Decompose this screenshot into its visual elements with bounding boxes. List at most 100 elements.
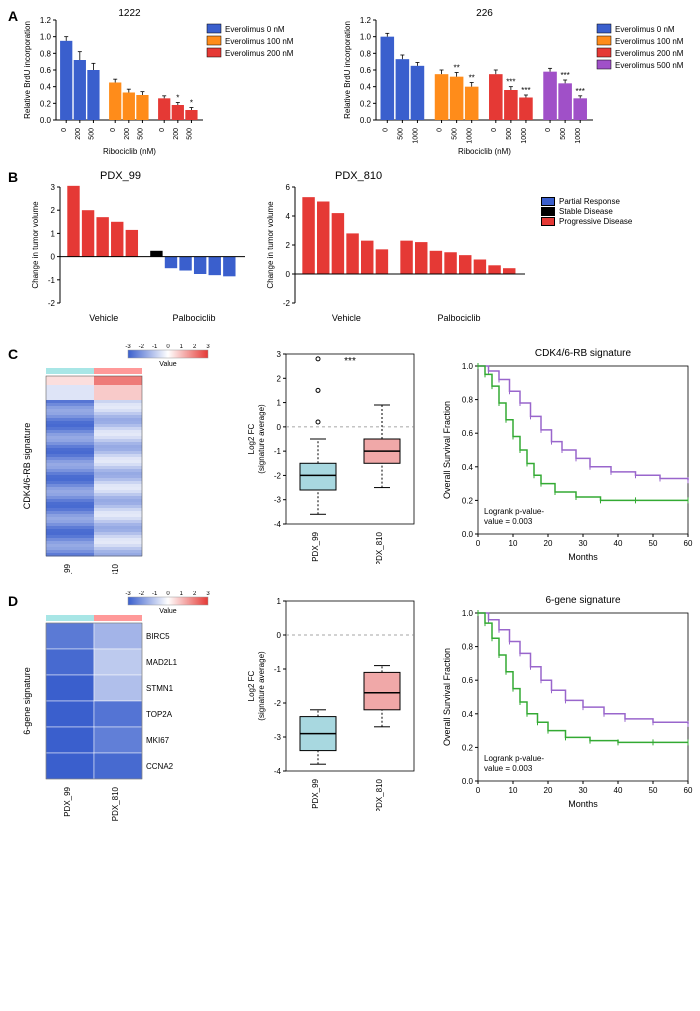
svg-text:6-gene signature: 6-gene signature (546, 595, 621, 606)
svg-text:PDX_810: PDX_810 (335, 170, 382, 182)
svg-text:2: 2 (51, 206, 56, 215)
svg-text:0: 0 (286, 270, 291, 279)
svg-text:Everolimus 200 nM: Everolimus 200 nM (615, 49, 684, 58)
svg-text:*: * (176, 94, 179, 103)
svg-text:0.8: 0.8 (462, 396, 474, 405)
svg-text:0: 0 (382, 128, 389, 132)
svg-text:0: 0 (545, 128, 552, 132)
svg-text:2: 2 (277, 374, 282, 383)
svg-text:500: 500 (397, 128, 404, 140)
svg-text:1.2: 1.2 (360, 16, 372, 25)
svg-text:0.0: 0.0 (40, 116, 52, 125)
svg-text:0.6: 0.6 (462, 429, 474, 438)
svg-text:1.0: 1.0 (360, 33, 372, 42)
panel-a: A 12220.00.20.40.60.81.01.2**02005000200… (8, 6, 692, 159)
svg-text:0.0: 0.0 (360, 116, 372, 125)
panel-d-label: D (8, 591, 18, 824)
svg-text:3: 3 (206, 344, 210, 350)
svg-text:Change in tumor volume: Change in tumor volume (31, 201, 40, 289)
panel-b-legend: Partial ResponseStable DiseaseProgressiv… (541, 197, 632, 227)
svg-text:0.4: 0.4 (462, 463, 474, 472)
svg-text:Overall Survival Fraction: Overall Survival Fraction (442, 401, 452, 499)
svg-text:1: 1 (51, 229, 56, 238)
svg-text:0.0: 0.0 (462, 777, 474, 786)
svg-text:MAD2L1: MAD2L1 (146, 658, 178, 667)
svg-text:CDK4/6-RB signature: CDK4/6-RB signature (22, 423, 32, 510)
svg-text:value = 0.003: value = 0.003 (484, 764, 533, 773)
svg-text:Ribociclib (nM): Ribociclib (nM) (103, 147, 156, 156)
panel-c: C -3-2-10123ValueCDK4/6-RB signaturePDX_… (8, 344, 692, 577)
svg-text:3: 3 (206, 591, 210, 597)
svg-text:PDX_99: PDX_99 (100, 170, 141, 182)
svg-text:0.2: 0.2 (462, 496, 474, 505)
panel-b: B PDX_99-2-10123VehiclePalbociclibChange… (8, 167, 692, 330)
svg-text:Relative BrdU incorporation: Relative BrdU incorporation (23, 21, 32, 119)
svg-text:Log2 FC: Log2 FC (247, 423, 256, 454)
svg-text:500: 500 (187, 128, 194, 140)
svg-text:**: ** (469, 74, 475, 83)
svg-text:-2: -2 (274, 699, 282, 708)
svg-text:40: 40 (614, 786, 623, 795)
svg-text:1: 1 (180, 344, 184, 350)
panel-c-km: CDK4/6-RB signature0.00.20.40.60.81.0010… (436, 344, 696, 567)
panel-a-left: 12220.00.20.40.60.81.01.2**0200500020050… (18, 6, 308, 159)
svg-text:1000: 1000 (521, 128, 528, 144)
svg-text:30: 30 (579, 539, 588, 548)
svg-text:-2: -2 (139, 591, 145, 597)
svg-text:4: 4 (286, 212, 291, 221)
svg-text:60: 60 (684, 539, 693, 548)
svg-text:STMN1: STMN1 (146, 684, 174, 693)
svg-text:MKI67: MKI67 (146, 736, 170, 745)
svg-text:500: 500 (138, 128, 145, 140)
svg-text:60: 60 (684, 786, 693, 795)
svg-text:Ribociclib (nM): Ribociclib (nM) (458, 147, 511, 156)
svg-text:0: 0 (110, 128, 117, 132)
svg-text:Everolimus 100 nM: Everolimus 100 nM (225, 37, 294, 46)
svg-text:Value: Value (159, 608, 176, 615)
svg-text:-2: -2 (48, 299, 56, 308)
svg-text:1000: 1000 (413, 128, 420, 144)
svg-text:0: 0 (51, 253, 56, 262)
svg-text:500: 500 (506, 128, 513, 140)
svg-text:Palbociclib: Palbociclib (437, 313, 480, 323)
svg-text:500: 500 (560, 128, 567, 140)
svg-text:0.6: 0.6 (462, 676, 474, 685)
svg-text:TOP2A: TOP2A (146, 710, 173, 719)
svg-text:CCNA2: CCNA2 (146, 762, 174, 771)
svg-text:6: 6 (286, 183, 291, 192)
svg-text:PDX_810: PDX_810 (111, 563, 120, 574)
svg-text:0.2: 0.2 (462, 743, 474, 752)
svg-text:CDK4/6-RB signature: CDK4/6-RB signature (535, 348, 632, 359)
svg-text:BIRC5: BIRC5 (146, 632, 170, 641)
svg-text:-1: -1 (152, 344, 158, 350)
svg-text:0.6: 0.6 (40, 66, 52, 75)
svg-text:1000: 1000 (467, 128, 474, 144)
svg-text:Overall Survival Fraction: Overall Survival Fraction (442, 648, 452, 746)
svg-text:0: 0 (476, 539, 481, 548)
svg-text:-4: -4 (274, 767, 282, 776)
svg-text:0: 0 (166, 591, 170, 597)
svg-text:-1: -1 (152, 591, 158, 597)
svg-text:-2: -2 (274, 471, 282, 480)
svg-text:Everolimus 200 nM: Everolimus 200 nM (225, 49, 294, 58)
panel-d-box: -4-3-2-101PDX_99PDX_810Log2 FC(signature… (242, 591, 422, 814)
svg-text:-3: -3 (125, 591, 131, 597)
svg-text:Everolimus 500 nM: Everolimus 500 nM (615, 61, 684, 70)
svg-text:226: 226 (476, 8, 493, 19)
svg-text:Months: Months (568, 552, 598, 562)
svg-text:1: 1 (180, 591, 184, 597)
svg-text:-3: -3 (274, 496, 282, 505)
svg-text:20: 20 (544, 786, 553, 795)
svg-text:value = 0.003: value = 0.003 (484, 517, 533, 526)
svg-text:0.4: 0.4 (360, 83, 372, 92)
svg-text:***: *** (344, 356, 356, 367)
panel-b-left: PDX_99-2-10123VehiclePalbociclibChange i… (26, 167, 251, 330)
svg-text:40: 40 (614, 539, 623, 548)
svg-text:200: 200 (173, 128, 180, 140)
svg-text:50: 50 (649, 786, 658, 795)
svg-text:2: 2 (193, 344, 197, 350)
svg-text:1222: 1222 (119, 8, 142, 19)
svg-text:0.4: 0.4 (40, 83, 52, 92)
svg-text:0.8: 0.8 (462, 643, 474, 652)
svg-text:-4: -4 (274, 520, 282, 529)
